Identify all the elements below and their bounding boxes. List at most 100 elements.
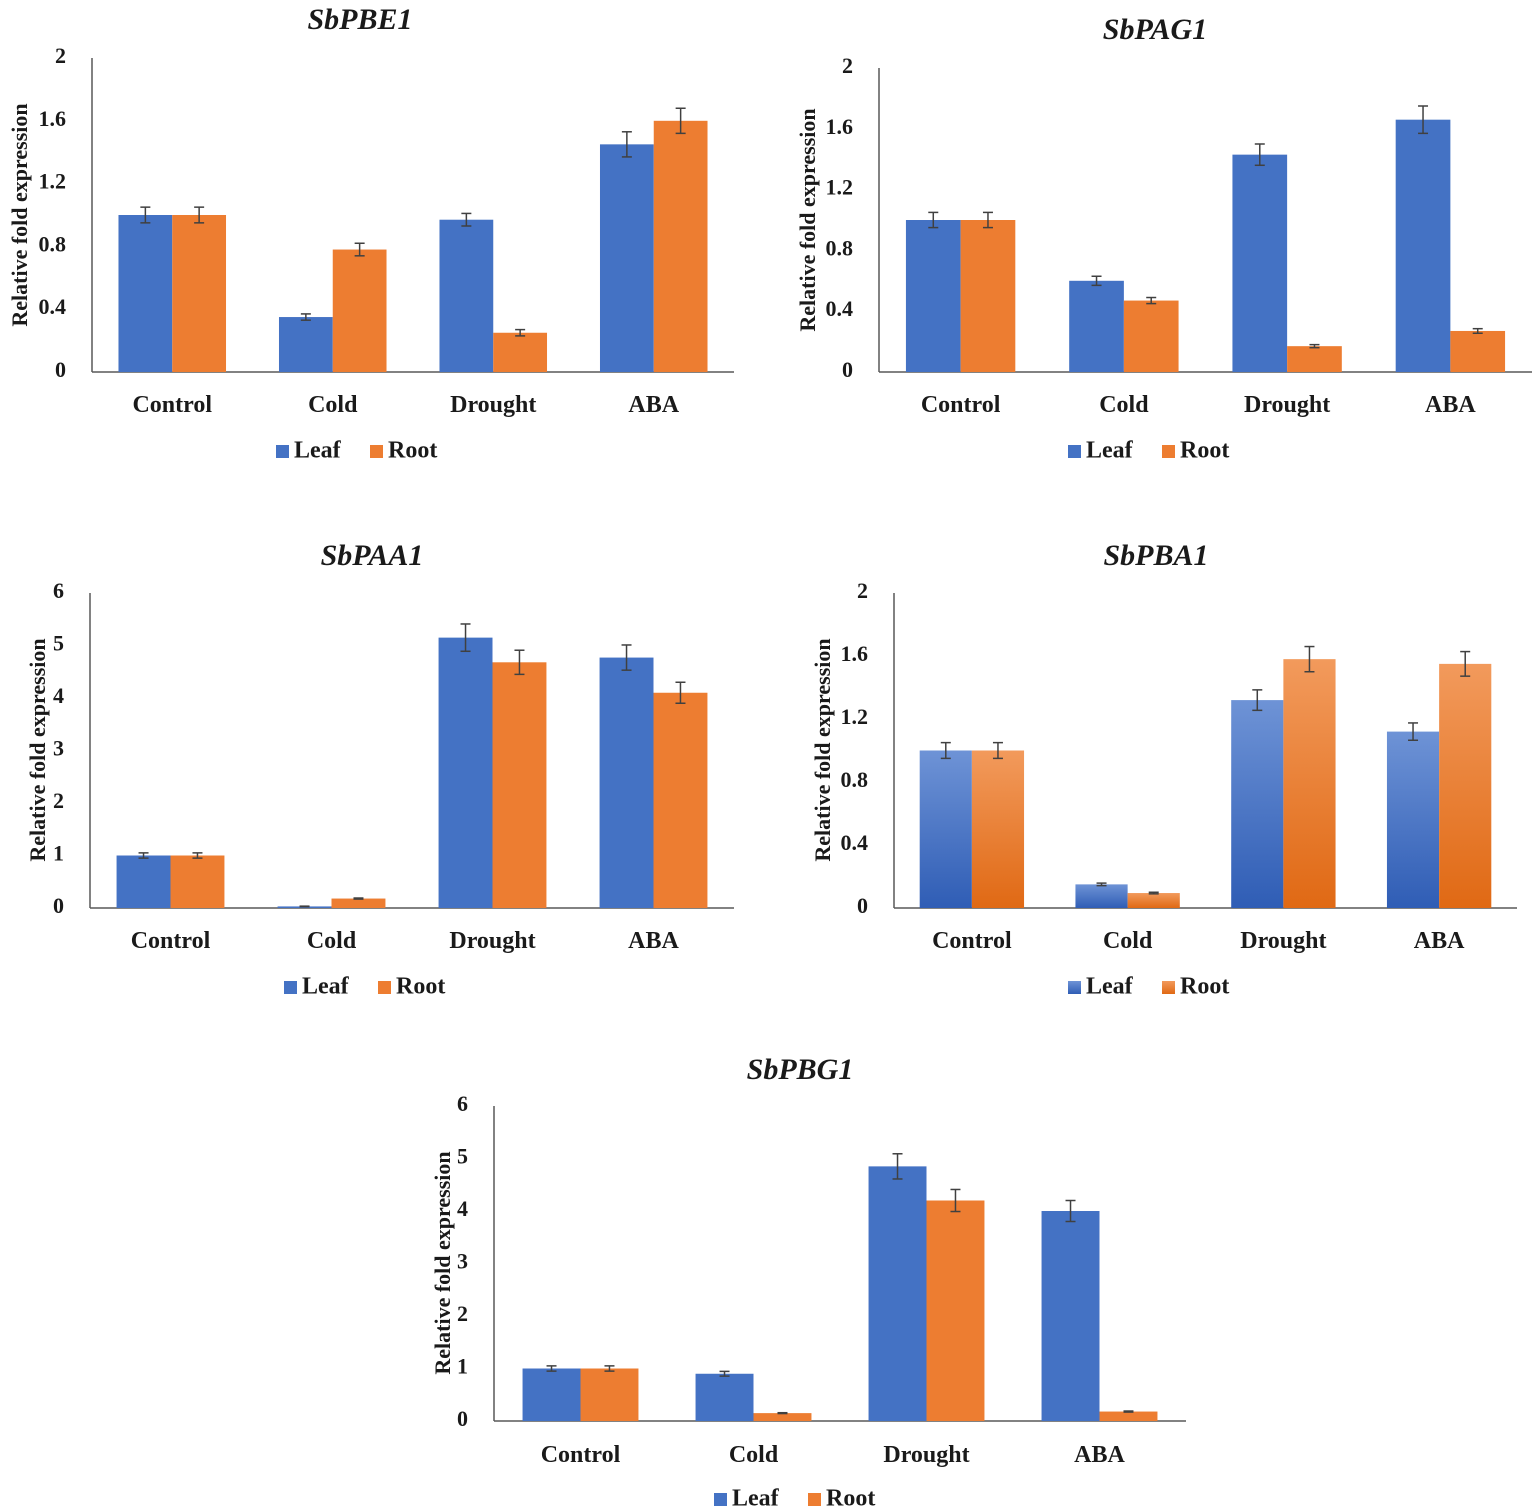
x-tick-label: Cold [307,928,357,954]
x-tick-label: Control [921,392,1001,418]
y-tick-label: 5 [53,631,64,656]
legend-swatch-leaf [276,445,289,458]
legend-label-root: Root [1180,438,1229,464]
chart-title: SbPBE1 [307,3,412,36]
y-tick-label: 2 [53,788,64,813]
legend: Leaf Root [276,438,437,464]
bar-leaf-cold [1069,280,1124,372]
y-tick-label: 3 [53,736,64,761]
bar-leaf-aba [1041,1211,1100,1421]
bar-leaf-control [905,220,961,372]
y-tick-label: 2 [857,578,868,603]
bar-leaf-drought [438,637,493,908]
chart-title: SbPAG1 [1103,13,1207,46]
bar-leaf-control [919,750,972,908]
legend-label-root: Root [396,974,445,1000]
y-tick-label: 0.8 [39,231,67,256]
chart-SbPAA1: SbPAA1 Relative fold expression 0 1 2 3 4 5 6 Con… [25,539,734,1000]
x-tick-label: ABA [628,928,679,954]
legend-swatch-root [808,1493,821,1506]
x-tick-label: Cold [1099,392,1149,418]
legend-swatch-root [1162,445,1175,458]
y-tick-label: 0 [457,1406,468,1431]
bar-root-control [971,750,1025,908]
y-axis-label: Relative fold expression [795,108,820,331]
y-tick-label: 2 [842,53,853,78]
y-tick-label: 0.4 [39,294,67,319]
bar-leaf-aba [1386,731,1440,908]
y-tick-label: 0.4 [841,830,869,855]
legend-swatch-root [1162,981,1175,994]
bar-root-control [960,220,1016,372]
legend-label-root: Root [1180,974,1229,1000]
y-axis-label: Relative fold expression [430,1151,455,1374]
legend-label-leaf: Leaf [732,1486,780,1511]
legend-label-leaf: Leaf [1086,438,1134,464]
legend-swatch-leaf [1068,445,1081,458]
legend-label-root: Root [826,1486,875,1511]
x-tick-label: ABA [1074,1442,1125,1468]
bar-leaf-drought [868,1166,927,1421]
y-tick-label: 0.8 [841,767,869,792]
y-tick-label: 2 [55,43,66,68]
bar-leaf-cold [278,317,333,372]
x-tick-label: Cold [308,392,358,418]
legend-label-leaf: Leaf [294,438,342,464]
bar-root-cold [331,898,386,908]
y-tick-label: 0 [53,893,64,918]
legend-swatch-root [370,445,383,458]
bar-root-control [580,1368,639,1421]
legend: Leaf Root [714,1486,875,1511]
y-tick-label: 4 [53,683,64,708]
y-tick-label: 6 [457,1091,468,1116]
x-tick-label: Drought [449,928,535,954]
y-tick-label: 1.6 [841,641,869,666]
bar-root-drought [1283,659,1336,908]
chart-title: SbPBA1 [1103,539,1208,572]
bar-leaf-control [118,215,173,372]
x-tick-label: Control [932,928,1012,954]
y-tick-label: 1 [457,1354,468,1379]
chart-SbPBA1: SbPBA1 Relative fold expression 0 0.4 0.8 1.2… [810,539,1517,1000]
bar-root-drought [1287,346,1342,372]
x-tick-label: Drought [883,1442,969,1468]
y-tick-label: 1.2 [841,704,869,729]
bar-leaf-cold [1075,884,1128,908]
y-tick-label: 1.2 [39,169,67,194]
y-tick-label: 1 [53,841,64,866]
bar-root-control [170,855,225,908]
bar-root-cold [332,249,387,372]
legend-label-leaf: Leaf [1086,974,1134,1000]
y-axis-label: Relative fold expression [7,103,32,326]
bar-root-cold [1123,300,1179,372]
bar-root-control [172,215,227,372]
legend-label-leaf: Leaf [302,974,350,1000]
x-tick-label: ABA [1414,928,1465,954]
y-tick-label: 1.6 [39,106,67,131]
bar-root-cold [1127,893,1180,908]
bar-root-cold [753,1413,812,1421]
y-tick-label: 1.6 [826,114,854,139]
bar-root-drought [493,332,548,372]
bar-leaf-aba [599,657,654,908]
bar-leaf-cold [695,1373,754,1421]
chart-title: SbPBG1 [747,1053,854,1086]
bar-root-drought [926,1200,985,1421]
x-tick-label: ABA [628,392,679,418]
y-tick-label: 5 [457,1144,468,1169]
bar-leaf-drought [439,219,494,372]
chart-SbPAG1: SbPAG1 Relative fold expression 0 0.4 0.8 1.2… [795,13,1532,464]
y-tick-label: 4 [457,1196,468,1221]
bar-leaf-aba [1395,119,1451,373]
legend-swatch-leaf [1068,981,1081,994]
y-tick-label: 0 [842,357,853,382]
bar-leaf-control [522,1368,581,1421]
x-tick-label: Cold [729,1442,779,1468]
legend: Leaf Root [1068,974,1229,1000]
x-tick-label: Control [132,392,212,418]
chart-SbPBG1: SbPBG1 Relative fold expression 0 1 2 3 4 5 6 Con… [430,1053,1186,1511]
y-axis-label: Relative fold expression [810,638,835,861]
y-tick-label: 2 [457,1301,468,1326]
x-tick-label: Drought [1240,928,1326,954]
